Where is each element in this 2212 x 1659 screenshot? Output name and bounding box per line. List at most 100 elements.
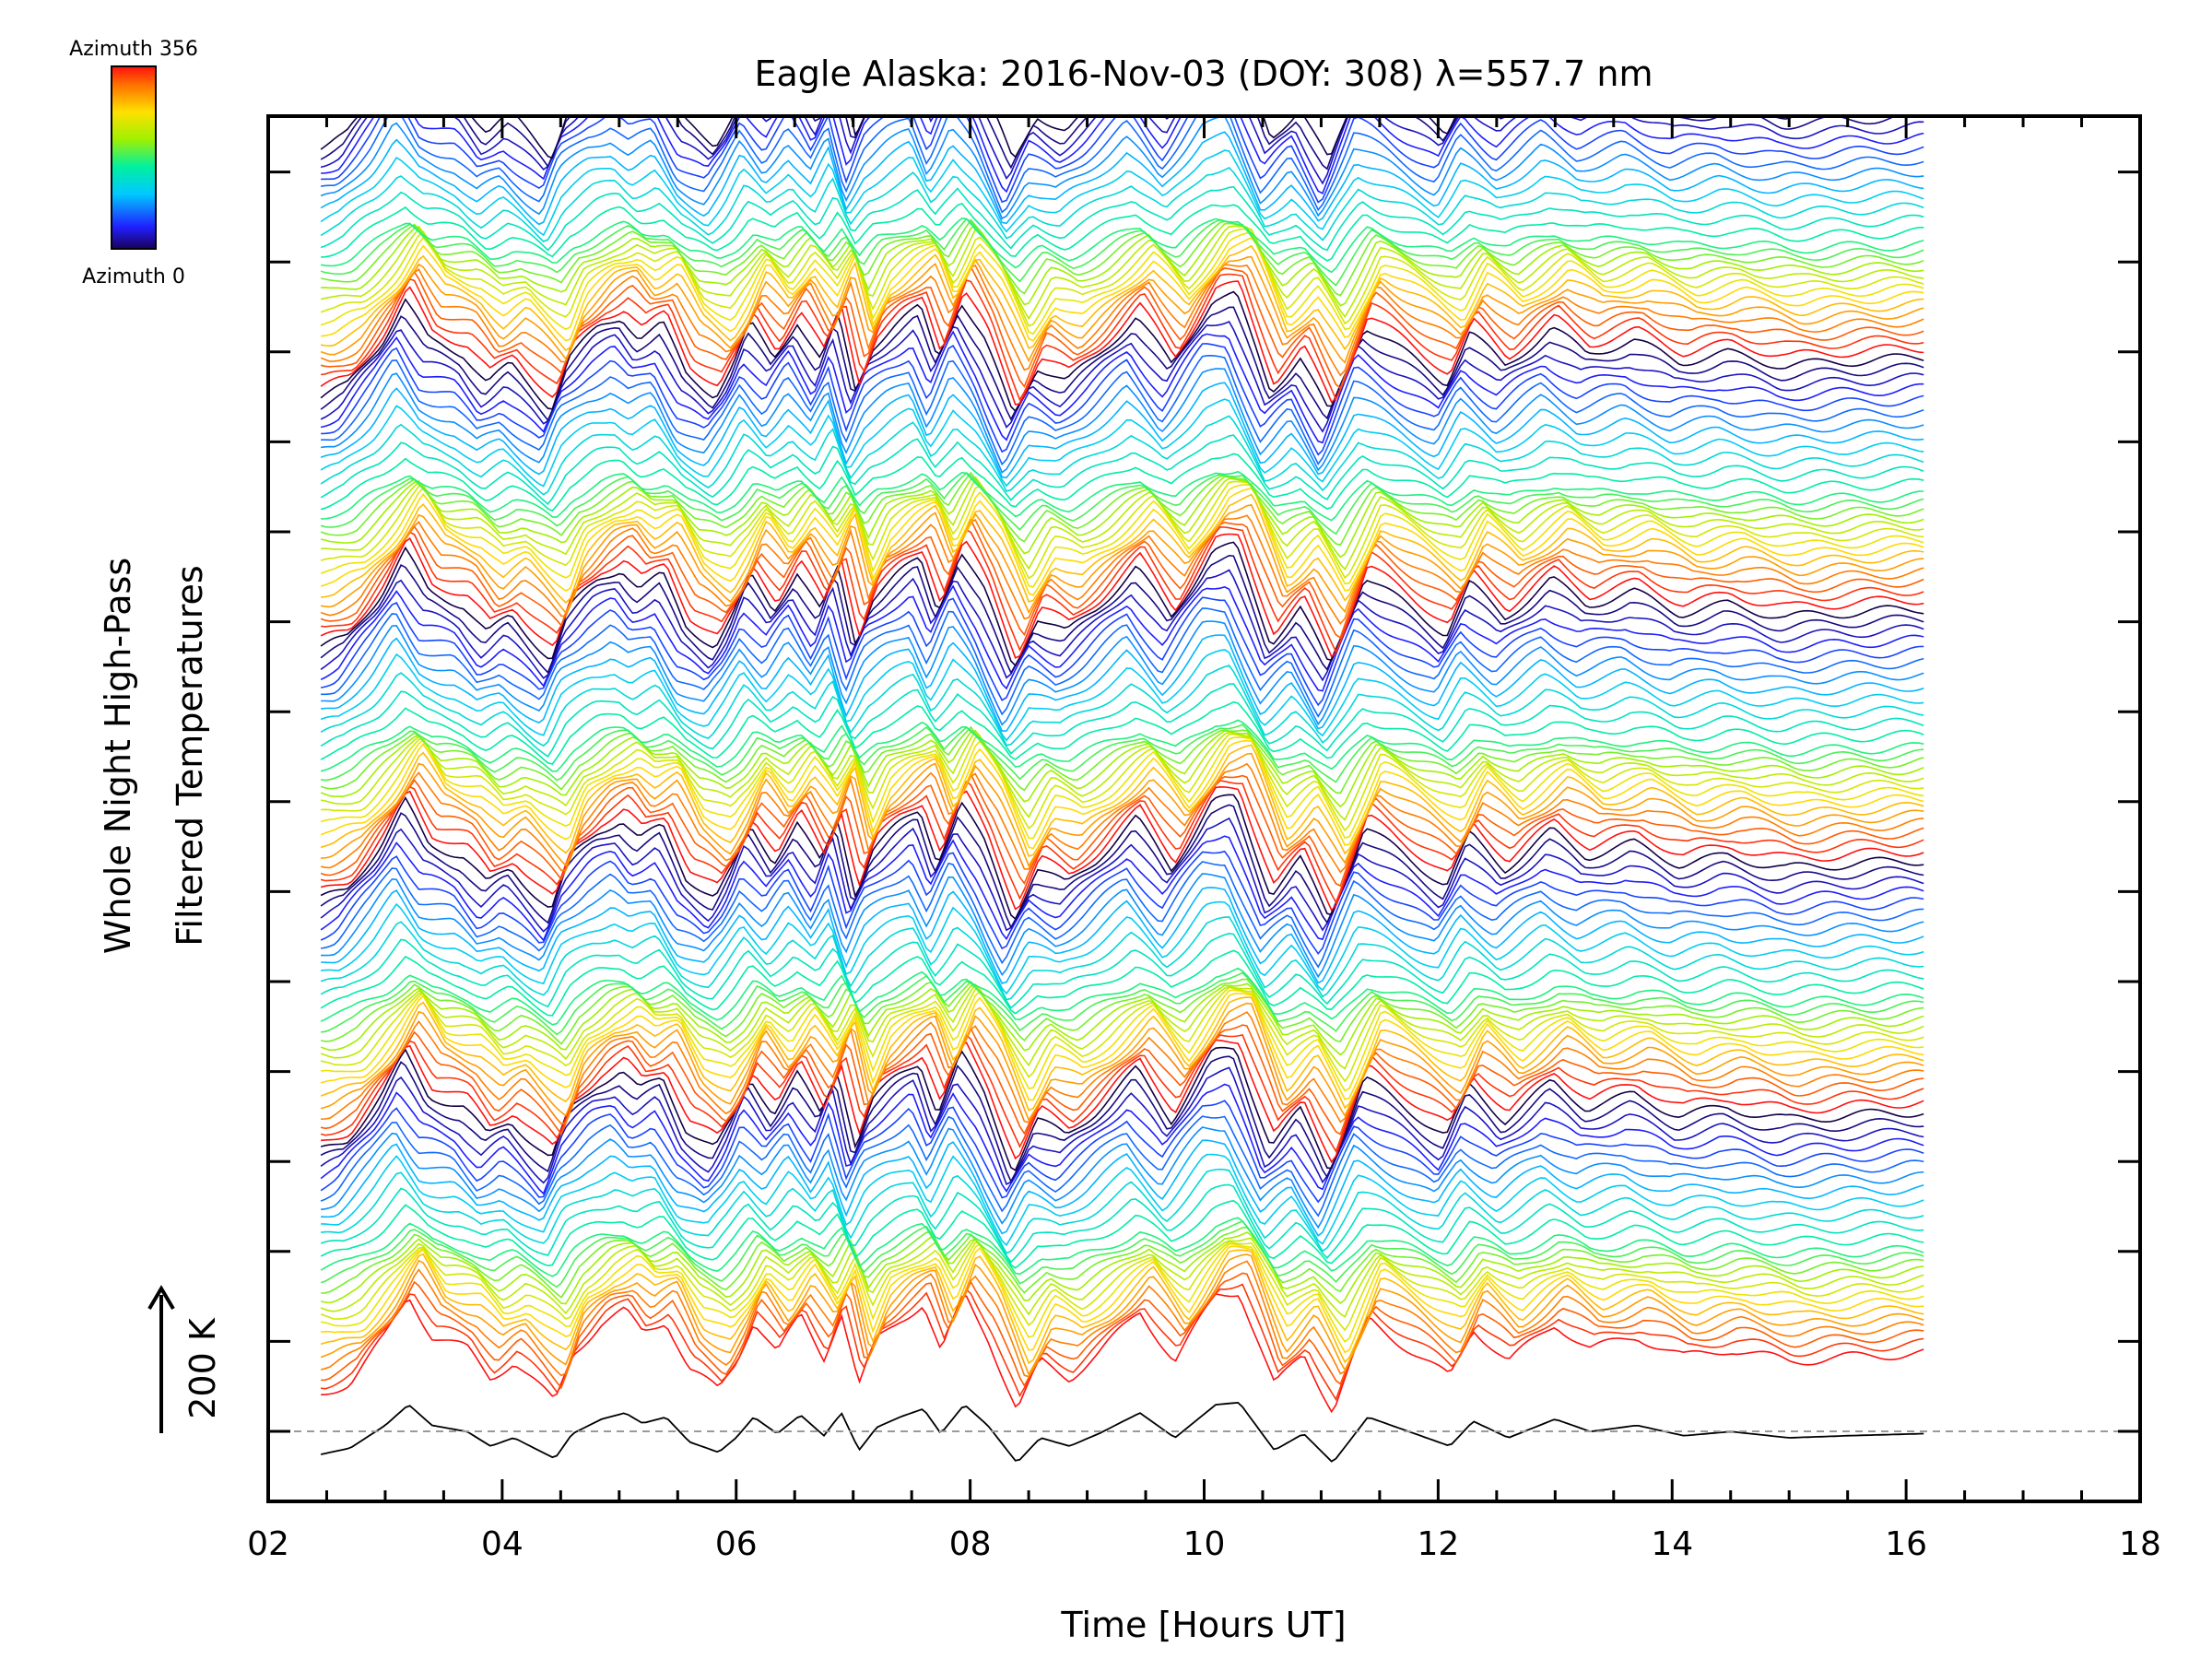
series-line: [320, 330, 1924, 444]
series-line: [320, 320, 1924, 433]
series-line: [320, 244, 1924, 352]
series-line: [320, 1083, 1924, 1195]
x-tick-label: 10: [1183, 1525, 1226, 1563]
series-line: [320, 453, 1924, 512]
series-line: [321, 477, 1924, 571]
series-line: [320, 255, 1924, 364]
series-line: [320, 290, 1924, 413]
series-line: [321, 873, 1924, 979]
series-line: [320, 996, 1924, 1112]
series-line: [321, 887, 1924, 984]
series-line: [321, 1153, 1924, 1247]
series-line: [320, 149, 1924, 237]
series-line: [320, 484, 1924, 588]
x-tick-label: 08: [949, 1525, 992, 1563]
series-line: [320, 1231, 1924, 1305]
series-line: [321, 1126, 1924, 1230]
series-line: [320, 1183, 1924, 1264]
series-line: [320, 725, 1924, 794]
x-tick-label: 06: [715, 1525, 758, 1563]
series-line: [320, 1200, 1924, 1269]
series-line: [320, 533, 1924, 659]
series-line: [320, 1100, 1924, 1204]
series-line: [321, 1226, 1924, 1299]
y-axis-label-line1: Whole Night High-Pass: [98, 558, 138, 954]
series-line: [320, 518, 1924, 640]
series-line: [321, 634, 1924, 732]
series-line: [321, 470, 1924, 522]
series-line: [320, 1033, 1924, 1153]
series-line: [320, 967, 1924, 1026]
series-line: [320, 503, 1924, 615]
series-line: [320, 1220, 1924, 1288]
series-line: [320, 480, 1924, 580]
series-line: [320, 780, 1924, 904]
series-line: [320, 231, 1924, 335]
series-line: [321, 900, 1924, 995]
x-tick-label: 14: [1651, 1525, 1693, 1563]
series-line: [320, 1046, 1924, 1171]
series-line: [320, 649, 1924, 742]
series-line: [321, 354, 1924, 466]
series-line: [320, 280, 1924, 406]
series-line: [320, 729, 1924, 808]
series-line: [320, 514, 1924, 625]
series-line: [321, 733, 1924, 832]
series-line: [321, 1139, 1924, 1237]
series-line: [320, 729, 1924, 821]
colorbar-bottom-label: Azimuth 0: [82, 265, 185, 288]
series-line: [320, 762, 1924, 874]
series-line: [320, 683, 1924, 758]
scale-label: 200 K: [182, 1317, 223, 1419]
colorbar: [111, 65, 157, 250]
series-line: [320, 185, 1924, 252]
series-line: [320, 596, 1924, 707]
series-line: [320, 306, 1924, 422]
series-line: [321, 1283, 1924, 1402]
series-line: [321, 971, 1924, 1036]
series-line: [320, 1217, 1924, 1277]
series-line: [321, 620, 1924, 726]
series-line: [320, 794, 1924, 921]
series-line: [320, 218, 1924, 297]
series-line: [321, 1245, 1924, 1354]
series-line: [320, 949, 1924, 1017]
series-line: [321, 1039, 1924, 1164]
series-line: [320, 1002, 1924, 1123]
series-line: [320, 665, 1924, 747]
series-line: [320, 116, 1924, 185]
series-line: [320, 982, 1924, 1070]
series-line: [321, 116, 1924, 204]
series-line: [320, 1260, 1924, 1378]
series-line: [320, 228, 1924, 327]
series-line: [320, 264, 1924, 377]
series-line: [321, 525, 1924, 654]
series-line: [320, 398, 1924, 488]
series-line: [320, 804, 1924, 929]
series-line: [320, 986, 1924, 1083]
series-line: [320, 835, 1924, 942]
series-line: [320, 471, 1924, 547]
series-line: [320, 415, 1924, 496]
series-line: [320, 739, 1924, 850]
series-line: [320, 554, 1924, 675]
series-line: [320, 116, 1924, 214]
series-line: [320, 569, 1924, 682]
series-line: [320, 719, 1924, 772]
series-line: [320, 265, 1924, 390]
series-line: [320, 1066, 1924, 1186]
series-line: [320, 1055, 1924, 1183]
series-line: [320, 116, 1924, 220]
series-line: [321, 222, 1924, 307]
series-line: [320, 1249, 1924, 1365]
axis-ticks: [266, 116, 2142, 1501]
series-line: [320, 273, 1924, 402]
series-line: [320, 700, 1924, 766]
series-line: [320, 1024, 1924, 1136]
series-line: [320, 1241, 1924, 1332]
x-axis-label: Time [Hours UT]: [1060, 1605, 1346, 1645]
x-tick-label: 04: [481, 1525, 524, 1563]
series-line: [321, 237, 1924, 342]
series-line: [320, 932, 1924, 1009]
